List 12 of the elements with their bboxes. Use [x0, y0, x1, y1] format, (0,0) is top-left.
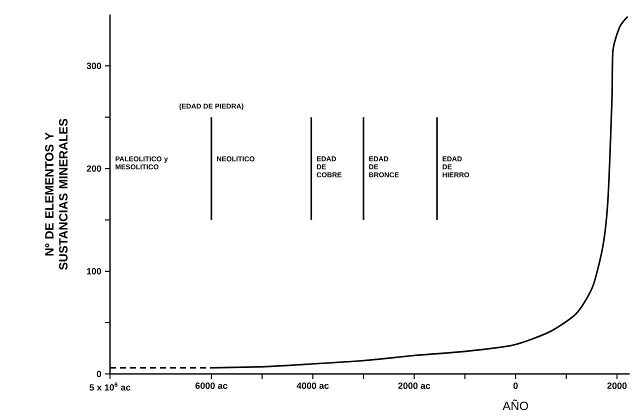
y-tick-label: 0: [96, 370, 102, 378]
y-tick-label: 200: [86, 165, 102, 172]
x-tick-label: 2000 ac: [398, 382, 430, 389]
x-tick-label: 0: [513, 382, 518, 389]
x-tick-label: 5 x 10$^{6}$ ac: [90, 382, 130, 391]
y-axis-title: Nº DE ELEMENTOS Y SUSTANCIAS MINERALES: [45, 118, 68, 270]
x-tick-label: 4000 ac: [296, 382, 329, 389]
y-tick-label: 300: [86, 62, 102, 70]
x-axis-title: AÑO: [502, 400, 528, 410]
x-tick-label: 2000: [607, 382, 627, 389]
y-tick-label: 100: [87, 268, 102, 274]
x-tick-label: 6000 ac: [195, 382, 228, 389]
